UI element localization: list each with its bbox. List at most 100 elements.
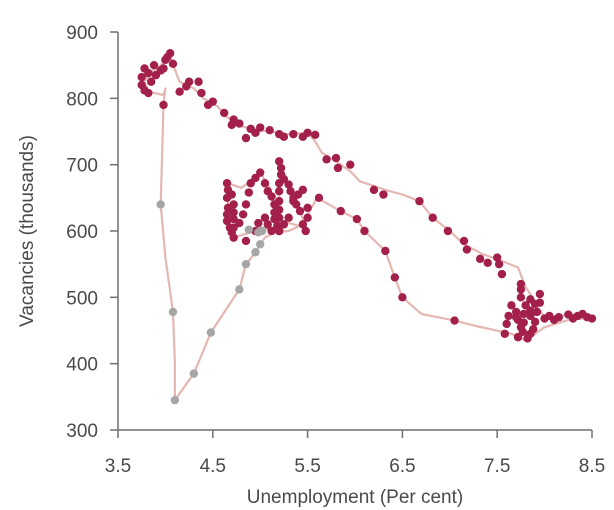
data-point (390, 273, 400, 282)
x-tick-label: 5.5 (294, 456, 320, 477)
y-tick-label: 600 (66, 222, 98, 243)
data-point (521, 301, 530, 310)
data-point (333, 163, 343, 173)
data-point (540, 314, 549, 323)
data-point (244, 188, 254, 197)
data-point (168, 59, 178, 69)
y-tick-labels: 300 400 500 600 700 800 900 (66, 23, 98, 442)
y-tick-label: 300 (66, 421, 98, 442)
grey-data-point (189, 369, 199, 378)
data-point (274, 157, 284, 166)
y-tick-label: 500 (66, 288, 98, 309)
data-point (274, 187, 284, 196)
grey-data-point (241, 259, 251, 269)
data-point (494, 259, 504, 269)
data-point (502, 319, 511, 329)
x-tick-labels: 3.5 4.5 5.5 6.5 7.5 8.5 (105, 456, 605, 477)
data-point (267, 192, 276, 201)
data-point (175, 87, 184, 96)
data-point (241, 200, 251, 209)
data-point (265, 125, 274, 135)
grey-data-point (206, 328, 216, 337)
data-point (493, 253, 502, 262)
data-point (274, 196, 284, 206)
data-point (526, 295, 535, 304)
data-point (219, 108, 229, 118)
data-point (564, 310, 573, 319)
connecting-lines (143, 56, 593, 401)
data-point (295, 206, 305, 216)
data-point (415, 196, 424, 206)
x-axis-title: Unemployment (Per cent) (247, 487, 463, 508)
x-tick-label: 3.5 (105, 456, 131, 477)
data-point (144, 88, 153, 98)
data-point (513, 332, 523, 342)
data-point (286, 187, 295, 196)
data-point (276, 163, 286, 173)
data-point (535, 289, 545, 299)
grey-data-point (168, 307, 178, 317)
x-tick-label: 6.5 (389, 456, 415, 477)
data-point (398, 293, 407, 302)
data-point (516, 293, 526, 302)
data-point (500, 329, 509, 339)
data-point (137, 72, 146, 82)
data-point (519, 309, 528, 319)
x-tick-label: 4.5 (200, 456, 226, 477)
data-point (235, 218, 244, 228)
data-point (274, 213, 284, 222)
data-points (137, 49, 597, 405)
data-point (151, 70, 161, 80)
data-point (530, 317, 540, 327)
data-point (459, 236, 469, 246)
series-line (143, 56, 593, 401)
data-point (428, 213, 437, 222)
data-point (227, 190, 236, 199)
data-point (516, 279, 526, 289)
data-point (146, 77, 156, 86)
data-point (336, 206, 345, 216)
x-tick-label: 7.5 (484, 456, 510, 477)
y-axis-title: Vacancies (thousands) (17, 135, 38, 327)
data-point (149, 60, 159, 70)
data-point (227, 228, 236, 237)
data-point (279, 220, 289, 229)
data-point (267, 226, 276, 236)
grey-data-point (156, 200, 165, 209)
data-point (289, 129, 298, 139)
data-point (194, 77, 203, 86)
data-point (331, 153, 341, 163)
data-point (289, 193, 298, 203)
grey-data-point (244, 225, 254, 234)
data-point (352, 214, 362, 224)
y-tick-label: 900 (66, 23, 98, 44)
data-point (254, 218, 263, 228)
x-tick-label: 8.5 (579, 456, 605, 477)
y-tick-label: 700 (66, 156, 98, 177)
data-point (483, 258, 492, 268)
data-point (381, 246, 390, 256)
data-point (274, 205, 284, 214)
data-point (256, 168, 265, 177)
grey-data-point (170, 395, 180, 405)
grey-data-point (256, 240, 265, 249)
data-point (197, 88, 206, 98)
data-point (241, 236, 251, 246)
y-tick-marks (110, 31, 118, 431)
data-point (523, 334, 532, 343)
data-point (222, 179, 232, 188)
data-point (263, 220, 272, 229)
data-point (260, 213, 270, 222)
data-point (260, 179, 270, 188)
data-point (310, 130, 320, 140)
data-point (379, 190, 388, 199)
x-tick-marks (117, 430, 593, 438)
grey-data-point (235, 285, 244, 294)
data-point (462, 245, 472, 254)
data-point (292, 200, 301, 209)
data-point (238, 210, 248, 219)
data-point (443, 226, 453, 236)
data-point (246, 124, 255, 134)
data-point (511, 313, 521, 322)
